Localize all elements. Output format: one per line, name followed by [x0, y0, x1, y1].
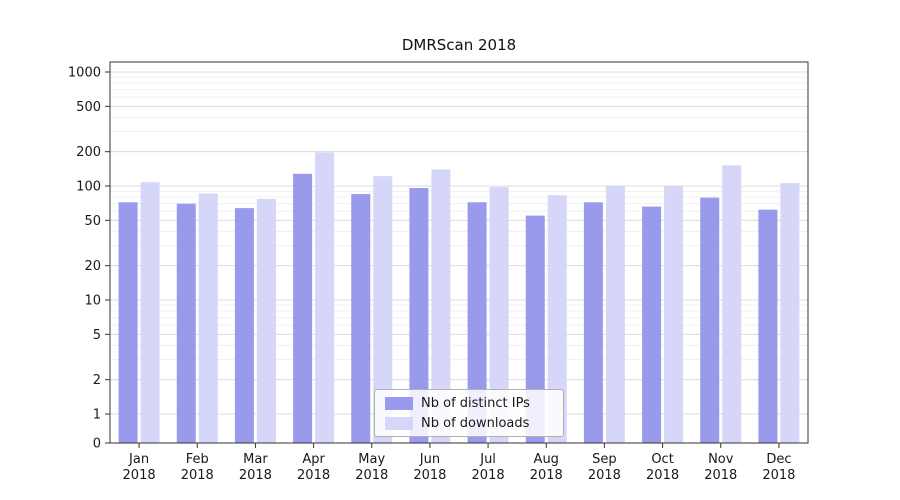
x-tick-label-year: 2018: [355, 468, 388, 483]
legend-item-downloads: Nb of downloads: [385, 416, 563, 431]
legend: Nb of distinct IPs Nb of downloads: [374, 389, 564, 437]
y-tick-label: 100: [76, 180, 101, 195]
bar-distinct-ips-jan: [118, 202, 138, 443]
bar-downloads-may: [373, 176, 393, 444]
y-tick-label: 1000: [68, 66, 101, 81]
bar-downloads-mar: [256, 198, 276, 443]
bar-distinct-ips-aug: [525, 215, 545, 443]
x-tick-label-month: Jan: [128, 452, 149, 467]
y-tick-label: 20: [84, 259, 101, 274]
x-tick-label-year: 2018: [472, 468, 505, 483]
legend-swatch-distinct-ips: [385, 396, 413, 410]
bar-downloads-oct: [664, 186, 684, 443]
bar-downloads-jan: [140, 182, 160, 443]
bar-distinct-ips-jul: [467, 202, 487, 443]
bar-downloads-jun: [431, 169, 451, 443]
x-tick-label-year: 2018: [646, 468, 679, 483]
x-tick-label-year: 2018: [530, 468, 563, 483]
x-tick-label-month: Nov: [708, 452, 734, 467]
bar-downloads-apr: [315, 152, 335, 443]
bar-distinct-ips-nov: [700, 197, 720, 443]
bar-distinct-ips-dec: [758, 209, 778, 443]
x-tick-label-month: Aug: [534, 452, 559, 467]
bar-distinct-ips-jun: [409, 188, 429, 443]
x-tick-label-year: 2018: [413, 468, 446, 483]
bar-downloads-feb: [198, 193, 218, 443]
legend-item-distinct-ips: Nb of distinct IPs: [385, 396, 563, 411]
x-tick-label-month: Apr: [302, 452, 325, 467]
bar-downloads-sep: [605, 186, 625, 443]
bar-distinct-ips-sep: [583, 202, 603, 443]
x-tick-label-year: 2018: [762, 468, 795, 483]
bar-distinct-ips-may: [351, 194, 371, 443]
y-tick-label: 200: [76, 145, 101, 160]
x-tick-label-year: 2018: [704, 468, 737, 483]
x-tick-label-month: Jun: [419, 452, 440, 467]
y-tick-label: 50: [84, 214, 101, 229]
bar-downloads-aug: [547, 195, 567, 443]
bar-distinct-ips-apr: [293, 173, 313, 443]
x-tick-label-month: May: [358, 452, 385, 467]
y-tick-label: 10: [84, 294, 101, 309]
legend-label-distinct-ips: Nb of distinct IPs: [421, 395, 530, 411]
legend-swatch-downloads: [385, 416, 413, 430]
bar-distinct-ips-mar: [234, 208, 254, 443]
y-tick-label: 5: [93, 328, 101, 343]
bar-distinct-ips-oct: [642, 206, 662, 443]
x-tick-label-month: Mar: [243, 452, 268, 467]
chart-title: DMRScan 2018: [401, 36, 517, 54]
y-tick-label: 2: [93, 373, 101, 388]
bar-downloads-nov: [722, 165, 742, 443]
y-tick-label: 0: [93, 437, 101, 452]
y-tick-label: 500: [76, 100, 101, 115]
legend-label-downloads: Nb of downloads: [421, 415, 530, 431]
bar-distinct-ips-feb: [176, 203, 196, 443]
plot-border: [109, 61, 809, 444]
x-tick-label-month: Jul: [479, 452, 496, 467]
x-tick-label-year: 2018: [181, 468, 214, 483]
bar-downloads-dec: [780, 183, 800, 444]
x-tick-label-month: Oct: [651, 452, 673, 467]
x-tick-label-year: 2018: [297, 468, 330, 483]
bar-downloads-jul: [489, 187, 509, 443]
x-tick-label-year: 2018: [588, 468, 621, 483]
x-tick-label-month: Sep: [592, 452, 617, 467]
x-tick-label-month: Feb: [186, 452, 209, 467]
x-tick-label-year: 2018: [239, 468, 272, 483]
y-tick-label: 1: [93, 408, 101, 423]
x-tick-label-month: Dec: [766, 452, 791, 467]
x-tick-label-year: 2018: [123, 468, 156, 483]
